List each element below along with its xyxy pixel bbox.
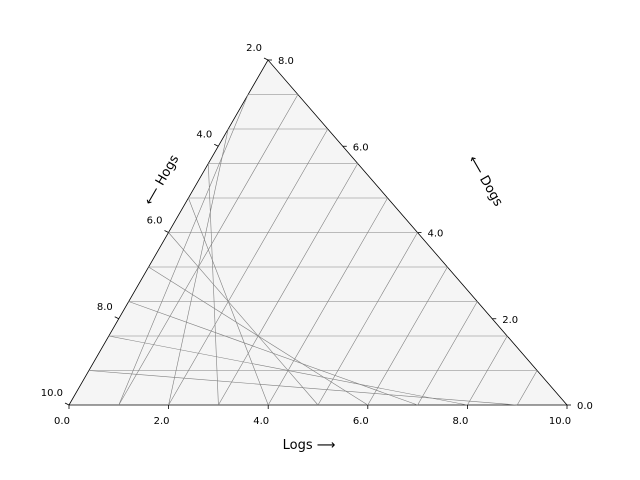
left-tick-label: 2.0 [246,43,262,54]
bottom-tick-label: 10.0 [549,416,571,427]
left-axis-title: ⟵ Hogs [142,152,183,208]
left-tick [114,316,119,320]
left-tick-label: 8.0 [97,302,113,313]
right-tick-label: 2.0 [502,315,518,326]
tick-labels: 0.0 2.0 4.0 6.0 8.0 10.0 2.0 4.0 6.0 8.0 10.0 0.0 2.… [41,43,593,427]
bottom-tick-label: 8.0 [452,416,468,427]
grid-line [467,335,508,406]
bottom-tick-label: 0.0 [54,416,70,427]
left-tick [164,230,169,233]
left-tick-label: 6.0 [147,216,163,227]
bottom-tick-label: 2.0 [154,416,170,427]
left-tick [263,57,269,61]
right-tick-label: 8.0 [278,56,294,67]
bottom-tick-label: 6.0 [353,416,369,427]
grid-line [218,163,358,406]
left-tick [214,143,219,147]
grid-line [516,370,538,406]
grid-lines [88,94,538,406]
grid-line [108,335,468,406]
grid-line [128,301,418,406]
right-tick-label: 4.0 [428,229,444,240]
left-tick-label: 10.0 [41,388,63,399]
grid-line [317,232,418,406]
grid-line [417,301,478,406]
tick-marks [64,57,571,409]
grid-line [168,232,319,406]
right-tick-label: 6.0 [353,142,369,153]
left-tick [64,402,70,406]
right-tick-label: 0.0 [577,401,593,412]
left-tick-label: 4.0 [196,129,212,140]
grid-line [148,266,368,406]
grid-line [367,266,448,406]
grid-line [88,370,518,406]
bottom-tick-label: 4.0 [253,416,269,427]
right-axis-title: ⟵ Dogs [465,153,506,209]
bottom-axis-title: Logs ⟶ [283,438,336,453]
